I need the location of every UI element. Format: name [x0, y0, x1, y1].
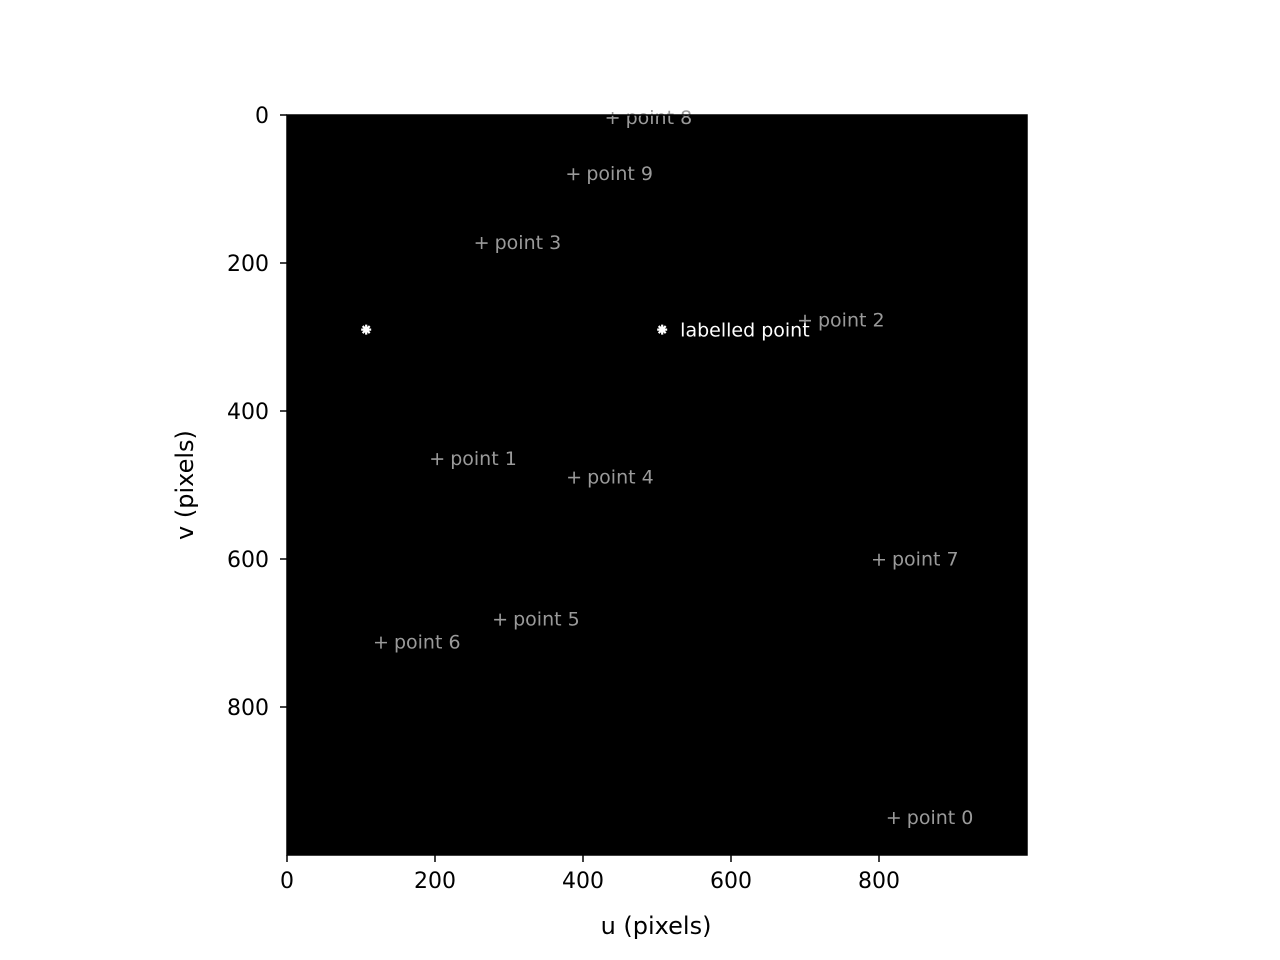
y-tick-label: 600	[227, 548, 269, 573]
x-axis-label: u (pixels)	[601, 912, 712, 940]
y-tick-label: 0	[255, 104, 269, 129]
plus-marker	[494, 613, 507, 626]
data-point: labelled point	[657, 320, 810, 342]
y-tick-label: 800	[227, 696, 269, 721]
point-label: point 1	[450, 448, 517, 470]
y-axis-ticks: 0 200 400 600 800	[227, 104, 287, 721]
plus-marker	[568, 471, 581, 484]
data-point: point 6	[374, 632, 461, 654]
point-label: point 8	[626, 107, 693, 129]
plus-marker	[799, 314, 811, 327]
axes-frame	[286, 114, 1028, 856]
data-point: point 2	[799, 310, 885, 332]
plus-marker	[567, 168, 580, 181]
point-label: point 7	[892, 549, 959, 571]
point-label: point 4	[587, 467, 654, 489]
point-label: labelled point	[680, 320, 809, 342]
x-tick-label: 200	[414, 869, 456, 894]
plot-area	[287, 115, 1027, 855]
y-axis-label: v (pixels)	[171, 430, 199, 540]
plus-marker	[475, 237, 488, 250]
data-point: point 8	[606, 107, 693, 129]
x-tick-label: 800	[858, 869, 900, 894]
data-point	[361, 324, 372, 335]
point-label: point 0	[907, 807, 974, 829]
data-point: point 3	[475, 232, 562, 254]
plus-marker	[887, 812, 900, 824]
y-tick-label: 200	[227, 252, 269, 277]
data-marks: point 0 point 1 point 2 point 3 point 4 point…	[361, 107, 973, 829]
plus-marker	[873, 553, 885, 566]
asterisk-marker	[361, 324, 372, 335]
point-label: point 3	[495, 232, 562, 254]
data-point: point 0	[887, 807, 974, 829]
point-label: point 2	[818, 310, 885, 332]
data-point: point 1	[431, 448, 517, 470]
x-tick-label: 400	[562, 869, 604, 894]
data-point: point 4	[568, 467, 654, 489]
x-axis-ticks: 0 200 400 600 800	[280, 855, 900, 894]
data-point: point 5	[494, 609, 580, 631]
point-label: point 5	[513, 609, 580, 631]
y-tick-label: 400	[227, 400, 269, 425]
data-point: point 9	[567, 163, 653, 185]
plus-marker	[374, 636, 387, 649]
point-label: point 9	[586, 163, 653, 185]
x-tick-label: 600	[710, 869, 752, 894]
plus-marker	[606, 111, 619, 124]
asterisk-marker	[657, 324, 668, 335]
x-tick-label: 0	[280, 869, 294, 894]
plus-marker	[431, 453, 444, 466]
point-label: point 6	[394, 632, 461, 654]
data-point: point 7	[873, 549, 959, 571]
